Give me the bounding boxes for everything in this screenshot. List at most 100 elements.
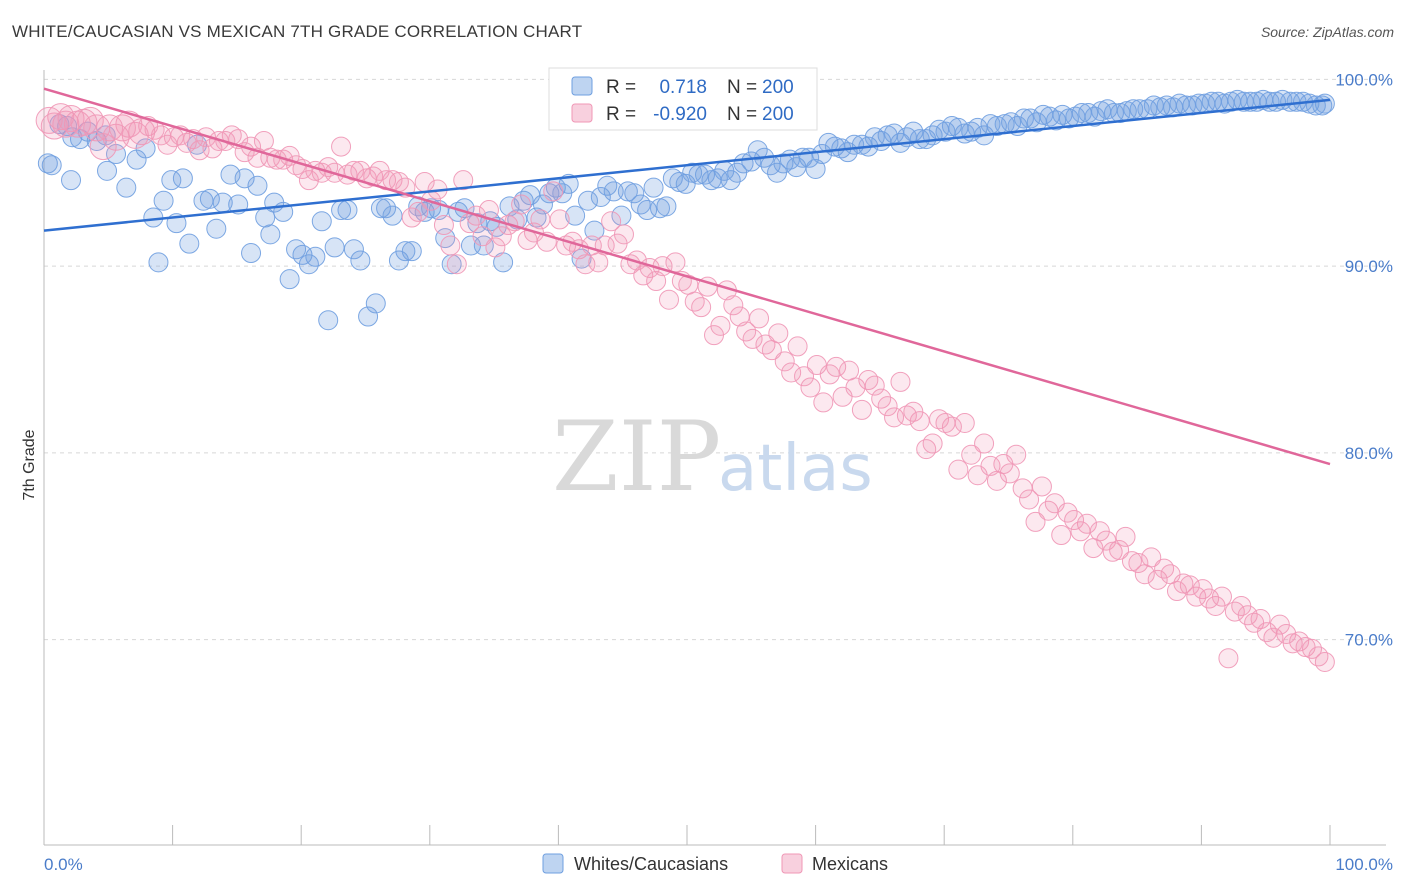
point-whites-154	[1046, 110, 1067, 131]
point-mexicans-160	[1064, 510, 1085, 531]
point-mexicans-170	[1128, 553, 1149, 574]
point-mexicans-168	[1115, 526, 1136, 547]
point-whites-9	[61, 170, 82, 191]
point-whites-48	[358, 306, 379, 327]
point-whites-82	[577, 190, 598, 211]
point-mexicans-123	[826, 356, 847, 377]
point-mexicans-199	[1314, 651, 1335, 672]
y-tick-label-1: 90.0%	[1345, 257, 1393, 276]
point-mexicans-154	[1025, 511, 1046, 532]
point-whites-107	[741, 151, 762, 172]
point-whites-49	[365, 293, 386, 314]
legend-r-value-2: -0.920	[653, 104, 707, 125]
legend-r-value-1: 0.718	[659, 77, 707, 98]
point-whites-36	[279, 269, 300, 290]
point-whites-92	[643, 177, 664, 198]
point-mexicans-95	[646, 271, 667, 292]
point-mexicans-65	[453, 170, 474, 191]
point-mexicans-137	[916, 439, 937, 460]
point-mexicans-146	[974, 433, 995, 454]
point-mexicans-173	[1147, 569, 1168, 590]
point-mexicans-158	[1051, 525, 1072, 545]
point-mexicans-58	[408, 201, 429, 222]
point-mexicans-139	[929, 409, 950, 430]
point-mexicans-118	[794, 366, 815, 387]
point-whites-25	[206, 218, 227, 239]
point-mexicans-98	[665, 252, 686, 273]
point-whites-112	[773, 153, 794, 174]
point-whites-91	[637, 200, 658, 221]
point-mexicans-195	[1289, 631, 1310, 652]
point-mexicans-138	[922, 433, 943, 454]
point-mexicans-184	[1218, 648, 1239, 669]
point-mexicans-101	[684, 291, 705, 312]
point-mexicans-121	[813, 392, 834, 413]
point-mexicans-117	[787, 336, 808, 357]
point-mexicans-141	[941, 416, 962, 437]
point-mexicans-111	[749, 308, 770, 329]
point-mexicans-155	[1031, 476, 1052, 497]
source-label: Source: ZipAtlas.com	[1260, 24, 1394, 40]
point-mexicans-189	[1250, 609, 1271, 630]
point-whites-83	[584, 220, 605, 241]
point-mexicans-24	[189, 140, 210, 161]
point-mexicans-127	[851, 399, 872, 420]
point-mexicans-153	[1019, 489, 1040, 510]
bottom-legend-label-mexicans: Mexicans	[812, 854, 888, 874]
point-whites-20	[172, 168, 193, 189]
point-whites-94	[656, 196, 677, 217]
point-whites-21	[179, 233, 200, 254]
y-tick-label-3: 70.0%	[1345, 631, 1393, 650]
point-whites-42	[318, 310, 339, 331]
point-whites-41	[311, 211, 332, 232]
point-whites-133	[909, 129, 930, 150]
watermark: ZIP atlas	[552, 401, 873, 513]
point-whites-52	[382, 205, 403, 226]
point-mexicans-84	[575, 254, 596, 275]
point-whites-50	[370, 198, 391, 219]
point-whites-149	[1013, 108, 1034, 129]
point-mexicans-79	[543, 181, 564, 202]
x-tick-labels: 0.0% 100.0%	[44, 855, 1393, 874]
point-mexicans-88	[601, 211, 622, 232]
point-whites-1	[41, 155, 62, 176]
point-mexicans-3	[52, 110, 80, 138]
point-mexicans-29	[221, 125, 242, 146]
point-whites-100	[695, 164, 716, 185]
bottom-legend-swatch-mexicans	[781, 853, 803, 874]
point-mexicans-134	[896, 405, 917, 426]
stats-legend-box	[548, 67, 818, 131]
point-whites-86	[603, 181, 624, 202]
y-tick-label-2: 80.0%	[1345, 444, 1393, 463]
point-mexicans-107	[723, 295, 744, 316]
point-mexicans-133	[890, 371, 911, 392]
point-mexicans-77	[530, 209, 551, 230]
point-mexicans-105	[710, 315, 731, 336]
point-whites-65	[467, 213, 488, 234]
chart-title: WHITE/CAUCASIAN VS MEXICAN 7TH GRADE COR…	[12, 22, 583, 41]
series-whites-points	[37, 89, 1335, 331]
point-mexicans-102	[691, 297, 712, 318]
point-mexicans-22	[176, 132, 197, 153]
legend-r-label-2: R =	[606, 104, 636, 125]
point-mexicans-97	[658, 289, 679, 310]
point-mexicans-131	[877, 396, 898, 417]
point-mexicans-144	[961, 444, 982, 465]
point-whites-33	[260, 224, 281, 245]
stats-legend: R = 0.718 N = 200 R = -0.920 N = 200	[548, 67, 818, 131]
point-whites-159	[1078, 102, 1099, 123]
point-mexicans-125	[839, 360, 860, 381]
point-mexicans-114	[768, 323, 789, 344]
watermark-atlas: atlas	[718, 432, 873, 506]
point-mexicans-80	[549, 209, 570, 230]
point-whites-17	[153, 190, 174, 211]
point-mexicans-172	[1141, 547, 1162, 568]
point-whites-72	[513, 190, 534, 211]
point-mexicans-147	[980, 455, 1001, 476]
legend-n-value-2: 200	[762, 104, 794, 125]
point-mexicans-62	[433, 215, 454, 235]
point-mexicans-178	[1179, 575, 1200, 596]
series-legend: Whites/Caucasians Mexicans	[542, 853, 888, 874]
point-mexicans-116	[781, 362, 802, 383]
